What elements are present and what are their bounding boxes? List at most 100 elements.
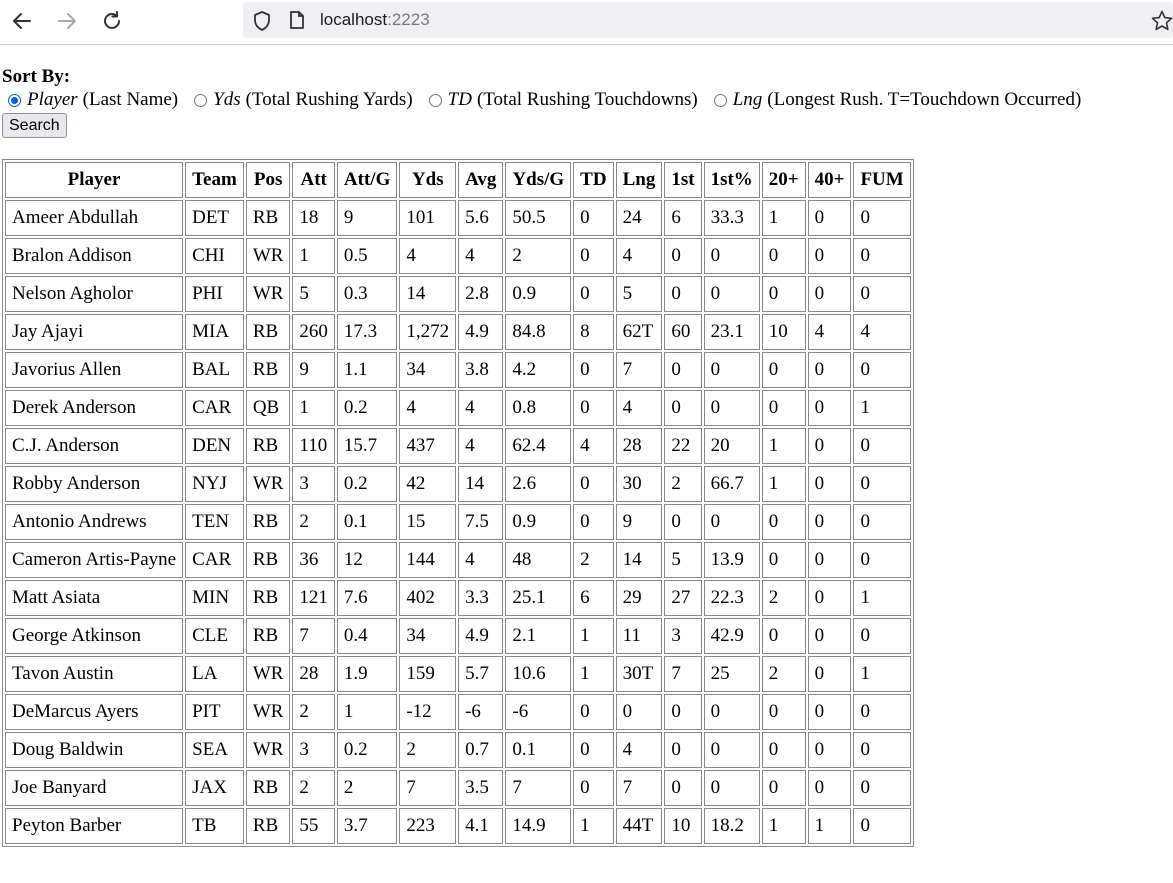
player-name-cell: Derek Anderson [5, 390, 184, 426]
stat-cell: 4.9 [458, 314, 504, 350]
sort-radio-td[interactable] [428, 93, 442, 107]
sort-option-lng[interactable]: Lng (Longest Rush. T=Touchdown Occurred) [708, 88, 1081, 112]
stat-cell: 0.8 [505, 390, 572, 426]
stat-cell: 14 [458, 466, 504, 502]
column-header: Team [185, 162, 244, 198]
stat-cell: 0 [761, 694, 806, 730]
stat-cell: 14.9 [505, 808, 572, 844]
stat-cell: CLE [185, 618, 244, 654]
stat-cell: 62.4 [505, 428, 572, 464]
stat-cell: 0 [573, 732, 614, 768]
stat-cell: PHI [185, 276, 244, 312]
stat-cell: 15.7 [336, 428, 398, 464]
stat-cell: 4 [458, 390, 504, 426]
address-bar[interactable] [243, 2, 1173, 38]
rushing-stats-table: Player Team Pos Att Att/G Yds Avg Yds/G TD Lng 1st… [2, 159, 914, 847]
player-name-cell: Joe Banyard [5, 770, 184, 806]
stat-cell: 159 [399, 656, 457, 692]
stat-cell: 0 [807, 238, 852, 274]
stat-cell: 6 [664, 200, 702, 236]
reload-icon[interactable] [97, 6, 127, 36]
stat-cell: 50.5 [505, 200, 572, 236]
stat-cell: 4 [615, 732, 663, 768]
stat-cell: 18.2 [703, 808, 760, 844]
stat-cell: 0.1 [505, 732, 572, 768]
stat-cell: 12 [336, 542, 398, 578]
bookmark-star-icon[interactable] [1150, 9, 1173, 38]
table-row: George Atkinson CLE RB 7 0.4 34 4.9 2.1 1 11 3 42.9… [5, 618, 911, 654]
stat-cell: RB [245, 618, 291, 654]
stat-cell: 5 [292, 276, 335, 312]
table-row: Cameron Artis-Payne CAR RB 36 12 144 4 48 2 14 5 13… [5, 542, 911, 578]
stat-cell: 7 [615, 770, 663, 806]
stat-cell: 4.9 [458, 618, 504, 654]
url-text[interactable]: localhost:2223 [320, 10, 430, 30]
column-header: Avg [458, 162, 504, 198]
sort-option-player[interactable]: Player (Last Name) [2, 88, 178, 112]
shield-icon[interactable] [252, 10, 272, 37]
stat-cell: 1 [573, 656, 614, 692]
stat-cell: 0 [664, 276, 702, 312]
stat-cell: 84.8 [505, 314, 572, 350]
stat-cell: 60 [664, 314, 702, 350]
stat-cell: 0 [853, 694, 911, 730]
forward-icon[interactable] [52, 6, 82, 36]
stat-cell: 1 [853, 580, 911, 616]
stat-cell: 0 [761, 390, 806, 426]
stat-cell: 1 [573, 618, 614, 654]
sort-option-td[interactable]: TD (Total Rushing Touchdowns) [423, 88, 698, 112]
stat-cell: 1 [761, 808, 806, 844]
stat-cell: 2 [292, 504, 335, 540]
stat-cell: 1 [761, 200, 806, 236]
stat-cell: BAL [185, 352, 244, 388]
stat-cell: 0 [807, 694, 852, 730]
stat-cell: 0 [853, 542, 911, 578]
player-name-cell: Doug Baldwin [5, 732, 184, 768]
stat-cell: 0 [807, 732, 852, 768]
stat-cell: 1 [336, 694, 398, 730]
stat-cell: 13.9 [703, 542, 760, 578]
sort-option-name: Yds [213, 89, 241, 110]
column-header: FUM [853, 162, 911, 198]
stat-cell: 0 [703, 238, 760, 274]
table-row: Tavon Austin LA WR 28 1.9 159 5.7 10.6 1 30T 7 25 2 0… [5, 656, 911, 692]
search-button[interactable]: Search [2, 113, 67, 138]
stat-cell: 0 [573, 504, 614, 540]
stat-cell: 30 [615, 466, 663, 502]
sort-option-yds[interactable]: Yds (Total Rushing Yards) [188, 88, 413, 112]
back-icon[interactable] [7, 6, 37, 36]
sort-radio-player[interactable] [8, 93, 21, 107]
sort-options: Player (Last Name) Yds (Total Rushing Yards… [2, 88, 1167, 112]
stat-cell: 7 [615, 352, 663, 388]
stat-cell: 2 [292, 694, 335, 730]
stat-cell: 437 [399, 428, 457, 464]
column-header: 1st% [703, 162, 760, 198]
stat-cell: 0 [853, 276, 911, 312]
table-row: Robby Anderson NYJ WR 3 0.2 42 14 2.6 0 30 2 66.7 1 0… [5, 466, 911, 502]
stat-cell: 0 [807, 352, 852, 388]
player-name-cell: Tavon Austin [5, 656, 184, 692]
stat-cell: RB [245, 504, 291, 540]
stat-cell: 20 [703, 428, 760, 464]
stat-cell: 0 [664, 390, 702, 426]
sort-radio-lng[interactable] [713, 93, 727, 107]
page-info-icon[interactable] [288, 10, 306, 35]
stat-cell: 4.2 [505, 352, 572, 388]
stat-cell: 7.6 [336, 580, 398, 616]
stat-cell: 0 [853, 200, 911, 236]
player-name-cell: C.J. Anderson [5, 428, 184, 464]
stat-cell: 0 [807, 390, 852, 426]
stat-cell: 0 [664, 504, 702, 540]
stat-cell: 0.5 [336, 238, 398, 274]
stat-cell: RB [245, 428, 291, 464]
stat-cell: 1.9 [336, 656, 398, 692]
stat-cell: 5.6 [458, 200, 504, 236]
stat-cell: 42.9 [703, 618, 760, 654]
stat-cell: 0 [853, 770, 911, 806]
stat-cell: 2.8 [458, 276, 504, 312]
stat-cell: RB [245, 542, 291, 578]
sort-radio-yds[interactable] [194, 93, 208, 107]
stat-cell: 5 [664, 542, 702, 578]
stat-cell: 4 [399, 390, 457, 426]
stat-cell: 3 [292, 466, 335, 502]
